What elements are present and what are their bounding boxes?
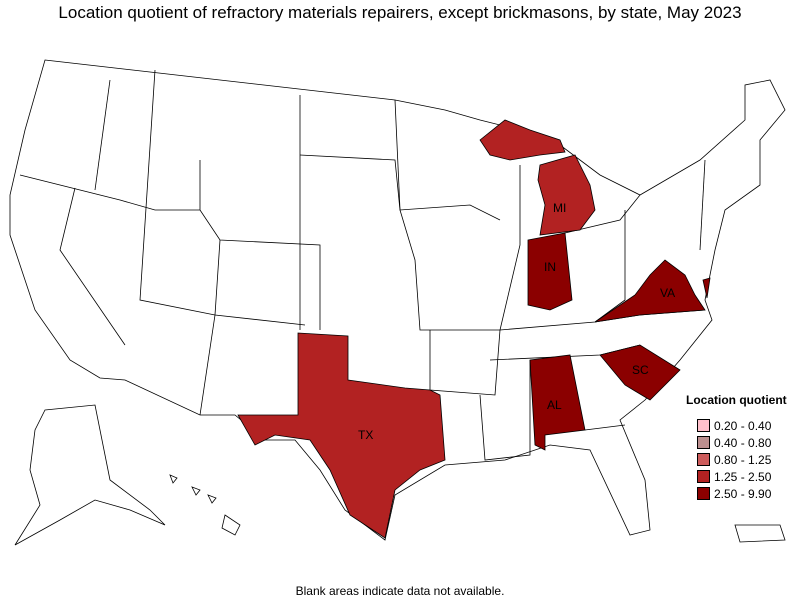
- legend-item: 0.20 - 0.40: [697, 417, 787, 434]
- legend-swatch: [697, 419, 710, 432]
- state-tx: [237, 332, 446, 539]
- puerto-rico: [734, 524, 786, 543]
- legend-swatch: [697, 453, 710, 466]
- state-mi: [537, 154, 596, 236]
- legend-swatch: [697, 436, 710, 449]
- footnote: Blank areas indicate data not available.: [295, 584, 505, 598]
- legend-label: 1.25 - 2.50: [714, 469, 772, 484]
- state-label-al: AL: [547, 398, 562, 412]
- legend-item: 2.50 - 9.90: [697, 485, 787, 502]
- state-in: [527, 232, 573, 311]
- legend-item: 0.80 - 1.25: [697, 451, 787, 468]
- us-outline: [9, 59, 786, 541]
- legend-title: Location quotient: [686, 393, 787, 407]
- state-label-in: IN: [544, 260, 556, 274]
- state-label-mi: MI: [553, 201, 566, 215]
- state-label-va: VA: [660, 286, 675, 300]
- legend-label: 2.50 - 9.90: [714, 486, 772, 501]
- state-mi: [479, 119, 566, 161]
- map-title: Location quotient of refractory material…: [58, 3, 742, 22]
- state-label-sc: SC: [632, 363, 649, 377]
- state-al: [529, 354, 586, 451]
- legend-swatch: [697, 487, 710, 500]
- legend-label: 0.20 - 0.40: [714, 418, 772, 433]
- legend-item: 0.40 - 0.80: [697, 434, 787, 451]
- legend-item: 1.25 - 2.50: [697, 468, 787, 485]
- legend-label: 0.40 - 0.80: [714, 435, 772, 450]
- state-va: [594, 259, 706, 323]
- hawaii: [169, 474, 241, 536]
- state-va: [702, 277, 711, 299]
- alaska: [14, 404, 166, 546]
- legend-swatch: [697, 470, 710, 483]
- state-label-tx: TX: [358, 428, 373, 442]
- legend-label: 0.80 - 1.25: [714, 452, 772, 467]
- state-sc: [599, 344, 681, 401]
- legend: Location quotient 0.20 - 0.40 0.40 - 0.80…: [686, 393, 787, 502]
